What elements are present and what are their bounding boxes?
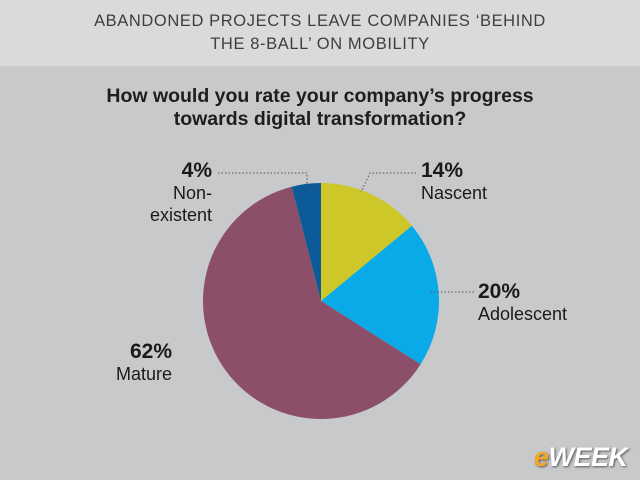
- pie-slice-mature: [202, 186, 421, 420]
- slice-percent-non-existent: 4%: [181, 159, 212, 182]
- slice-category-adolescent: Adolescent: [478, 304, 568, 324]
- eweek-logo: eWEEK: [534, 442, 628, 473]
- slice-category-nascent: Nascent: [421, 183, 488, 203]
- header-line-1: ABANDONED PROJECTS LEAVE COMPANIES ‘BEHI…: [94, 12, 546, 30]
- slice-percent-nascent: 14%: [421, 159, 464, 182]
- slice-category-mature: Mature: [115, 364, 172, 384]
- pie-slice-non-existent: [291, 183, 321, 301]
- chart-title-line-2: towards digital transformation?: [173, 108, 467, 130]
- slice-label-non-existent: 4% Non-existent: [120, 160, 212, 226]
- pie-slice-nascent: [321, 183, 412, 301]
- leader-line-non-existent: [218, 172, 308, 187]
- slice-percent-mature: 62%: [129, 340, 172, 363]
- slide-header: ABANDONED PROJECTS LEAVE COMPANIES ‘BEHI…: [0, 0, 640, 66]
- slice-label-adolescent: 20% Adolescent: [478, 281, 567, 325]
- slice-category-non-existent: Non-existent: [149, 183, 212, 225]
- logo-week: WEEK: [548, 442, 629, 472]
- chart-title-line-1: How would you rate your company’s progre…: [106, 85, 534, 107]
- leader-line-nascent: [360, 172, 416, 193]
- pie-slice-adolescent: [321, 225, 439, 365]
- slice-label-nascent: 14% Nascent: [421, 160, 487, 204]
- logo-e: e: [534, 442, 549, 472]
- slice-percent-adolescent: 20%: [478, 280, 521, 303]
- header-line-2: THE 8-BALL’ ON MOBILITY: [210, 35, 430, 53]
- slice-label-mature: 62% Mature: [90, 341, 172, 385]
